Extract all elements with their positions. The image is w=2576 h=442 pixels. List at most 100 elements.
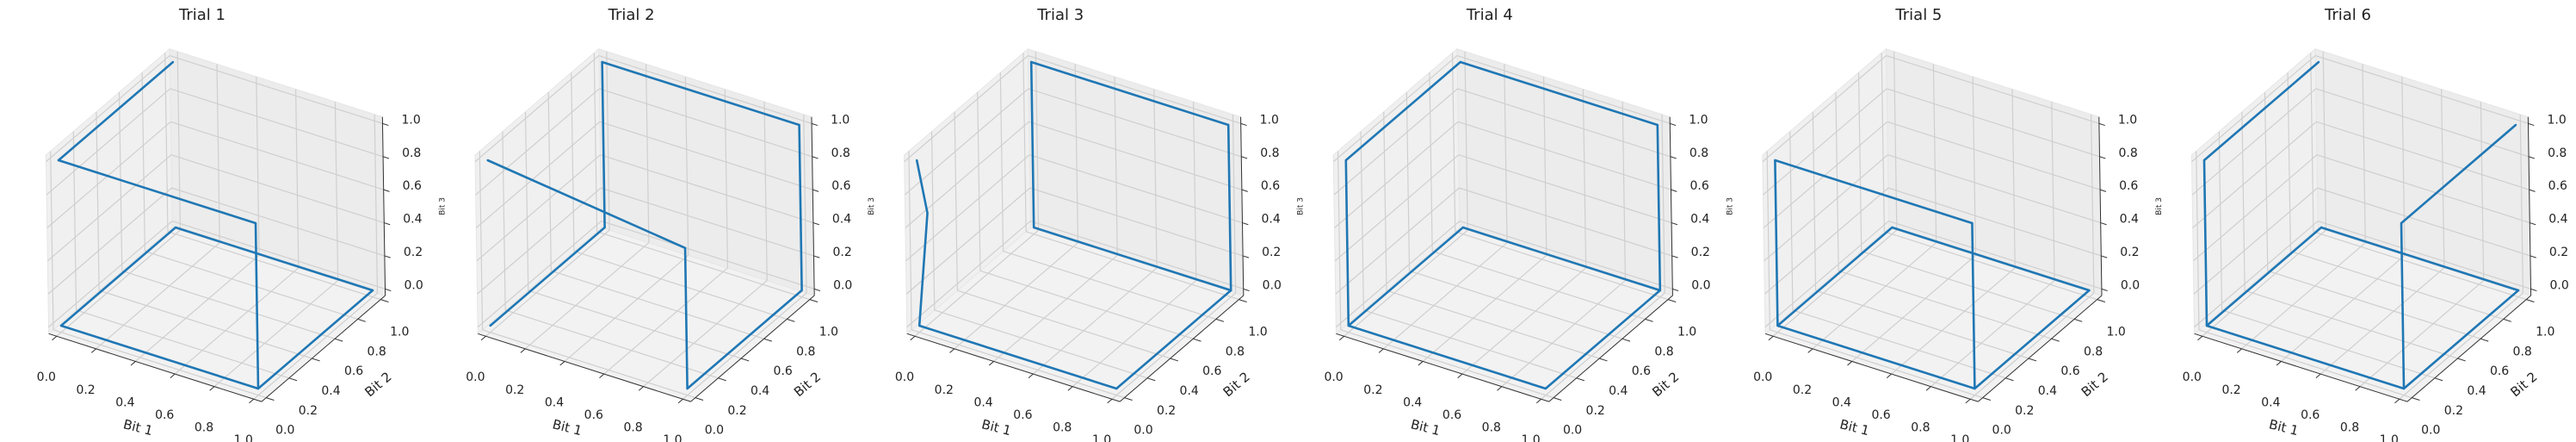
tick-mark <box>2434 377 2443 382</box>
grid-line <box>174 267 300 375</box>
grid-line <box>2241 111 2246 291</box>
tick-mark <box>2099 189 2107 192</box>
tick-mark <box>813 288 821 292</box>
grid-line <box>474 55 600 163</box>
tick-mark <box>1645 318 1653 322</box>
z-axis <box>2527 116 2532 296</box>
z-tick-label: 0.0 <box>1263 278 1282 292</box>
tick-mark <box>1886 373 1892 378</box>
chart-title: Trial 4 <box>1466 6 1513 24</box>
data-vertex <box>1891 226 1893 229</box>
tick-mark <box>385 288 392 292</box>
tick-mark <box>2530 288 2537 292</box>
grid-line <box>1891 267 2016 375</box>
grid-line <box>1193 102 1197 281</box>
grid-line <box>1838 270 2052 339</box>
grid-line <box>121 270 336 339</box>
grid-line <box>2051 102 2055 281</box>
x-tick-label: 0.8 <box>623 421 642 435</box>
tick-mark <box>209 386 215 391</box>
grid-line <box>1383 242 1508 350</box>
tick-mark <box>382 122 389 127</box>
z-axis <box>1669 116 1673 296</box>
tick-mark <box>1193 338 1202 342</box>
grid-line <box>98 289 312 359</box>
x-axis-label: Bit 1 <box>2267 416 2300 439</box>
tick-mark <box>2073 318 2083 322</box>
tick-mark <box>1965 398 1971 404</box>
grid-line <box>2091 114 2095 294</box>
tick-mark <box>1242 222 1249 226</box>
z-tick-label: 1.0 <box>2118 113 2137 127</box>
x-tick-label: 0.2 <box>76 383 95 397</box>
data-vertex <box>1656 123 1659 127</box>
grid-line <box>2221 309 2436 379</box>
x-tick-label: 0.0 <box>1753 370 1772 384</box>
x-tick-label: 0.8 <box>1482 421 1501 435</box>
grid-line <box>1792 309 2006 379</box>
z-tick-label: 0.6 <box>403 179 422 193</box>
y-axis <box>1119 295 1245 402</box>
z-tick-label: 1.0 <box>1260 113 1279 127</box>
grid-line <box>1766 151 1770 330</box>
tick-mark <box>384 255 391 258</box>
tick-mark <box>520 348 526 353</box>
y-tick-label: 0.4 <box>2467 384 2486 398</box>
data-vertex <box>1459 60 1462 64</box>
x-axis <box>48 333 263 402</box>
y-tick-label: 0.6 <box>1632 364 1651 378</box>
tick-mark <box>812 222 819 226</box>
y-axis <box>1548 295 1673 402</box>
tick-mark <box>1239 299 1247 302</box>
grid-line <box>1857 72 1863 252</box>
tick-mark <box>1671 222 1678 226</box>
tick-mark <box>2097 299 2105 302</box>
tick-mark <box>1107 398 1113 404</box>
subplot: 0.00.20.40.60.81.00.00.20.40.60.81.00.00… <box>37 6 448 442</box>
grid-line <box>905 154 1030 262</box>
grid-line <box>1772 229 1898 337</box>
tick-mark <box>1146 377 1156 382</box>
x-tick-label: 0.6 <box>1871 408 1890 422</box>
grid-line <box>979 270 1194 339</box>
grid-line <box>1029 121 1243 190</box>
z-axis <box>811 116 815 296</box>
grid-line <box>2316 121 2530 190</box>
grid-line <box>2218 131 2223 310</box>
tick-mark <box>2457 358 2466 362</box>
data-vertex <box>2514 123 2517 127</box>
chart-title: Trial 5 <box>1894 6 1942 24</box>
data-vertex <box>174 226 177 229</box>
y-axis <box>690 295 815 402</box>
y-tick-label: 0.4 <box>321 384 340 398</box>
grid-line <box>2193 187 2318 295</box>
data-vertex <box>59 324 63 327</box>
data-vertex <box>256 387 260 390</box>
z-tick-label: 0.4 <box>403 213 422 227</box>
data-vertex <box>926 212 929 215</box>
grid-line <box>646 64 650 243</box>
grid-line <box>643 280 768 388</box>
y-tick-label: 0.8 <box>368 345 386 358</box>
y-tick-label: 0.6 <box>2060 364 2079 378</box>
grid-line <box>2191 88 2317 196</box>
grid-line <box>599 121 813 190</box>
tick-mark <box>1807 348 1813 353</box>
tick-mark <box>1576 377 1585 382</box>
grid-line <box>914 229 1040 337</box>
grid-line <box>1232 114 1237 294</box>
z-tick-label: 0.0 <box>2121 278 2140 292</box>
grid-line <box>2316 154 2530 224</box>
grid-line <box>2287 72 2291 252</box>
y-tick-label: 0.4 <box>1180 384 1199 398</box>
grid-line <box>1457 121 1671 190</box>
grid-line <box>1337 151 1342 330</box>
tick-mark <box>1622 338 1631 342</box>
data-vertex <box>254 221 257 225</box>
y-tick-label: 0.0 <box>275 424 294 438</box>
x-tick-label: 1.0 <box>234 433 253 442</box>
grid-line <box>1383 111 1387 291</box>
z-tick-label: 0.4 <box>1690 213 1709 227</box>
grid-line <box>479 151 484 330</box>
tick-mark <box>1242 255 1250 258</box>
